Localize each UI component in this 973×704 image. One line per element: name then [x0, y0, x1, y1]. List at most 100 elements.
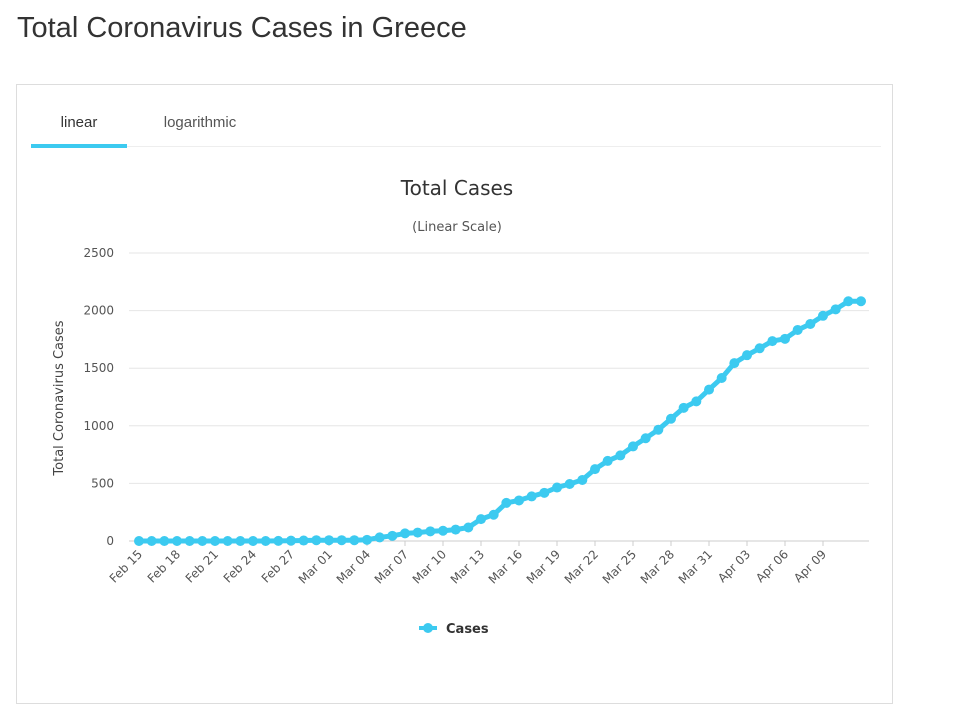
series-points	[134, 296, 866, 546]
data-point[interactable]	[273, 535, 284, 546]
data-point[interactable]	[577, 474, 588, 485]
data-point[interactable]	[514, 495, 524, 506]
x-tick-label: Mar 16	[486, 547, 525, 586]
x-tick-label: Mar 13	[448, 547, 487, 586]
data-point[interactable]	[780, 333, 790, 344]
data-point[interactable]	[387, 530, 398, 541]
x-tick-label: Apr 06	[753, 547, 791, 585]
data-point[interactable]	[298, 535, 309, 546]
data-point[interactable]	[830, 304, 841, 315]
data-point[interactable]	[564, 478, 575, 489]
data-point[interactable]	[146, 536, 157, 546]
y-axis-ticks: 0 500 1000 1500 2000 2500	[83, 246, 114, 548]
x-tick-label: Feb 21	[183, 547, 221, 585]
data-point[interactable]	[400, 528, 410, 539]
x-tick-label: Apr 03	[715, 547, 753, 585]
y-tick-label: 500	[91, 476, 114, 490]
data-point[interactable]	[792, 324, 803, 335]
x-tick-label: Mar 28	[638, 547, 677, 586]
data-point[interactable]	[349, 535, 360, 546]
x-tick-label: Mar 31	[676, 547, 715, 586]
data-point[interactable]	[324, 535, 334, 546]
data-point[interactable]	[691, 396, 702, 407]
x-tick-label: Apr 09	[791, 547, 829, 585]
data-point[interactable]	[704, 384, 714, 395]
tab-linear[interactable]: linear	[31, 85, 127, 148]
data-point[interactable]	[463, 522, 474, 533]
data-point[interactable]	[197, 536, 208, 546]
data-point[interactable]	[856, 296, 866, 307]
data-point[interactable]	[248, 536, 258, 546]
data-point[interactable]	[412, 527, 423, 538]
x-tick-label: Feb 24	[221, 547, 259, 585]
data-point[interactable]	[450, 524, 461, 535]
data-point[interactable]	[286, 535, 296, 546]
x-tick-label: Feb 15	[107, 547, 145, 585]
data-point[interactable]	[767, 336, 778, 347]
series-line-cases	[139, 298, 861, 544]
x-tick-label: Mar 07	[372, 547, 411, 586]
data-point[interactable]	[666, 413, 676, 424]
data-point[interactable]	[843, 296, 854, 307]
legend-label-cases[interactable]: Cases	[446, 622, 489, 637]
data-point[interactable]	[716, 372, 727, 383]
data-point[interactable]	[184, 536, 195, 546]
data-point[interactable]	[134, 536, 144, 546]
y-tick-label: 0	[106, 534, 114, 548]
y-tick-label: 1500	[83, 361, 114, 375]
tab-logarithmic[interactable]: logarithmic	[163, 114, 237, 131]
data-point[interactable]	[754, 343, 765, 354]
x-tick-label: Mar 22	[562, 547, 601, 586]
legend[interactable]: Cases	[419, 622, 489, 637]
data-point[interactable]	[222, 536, 233, 546]
data-point[interactable]	[818, 310, 828, 321]
y-tick-label: 2500	[83, 246, 114, 260]
data-point[interactable]	[615, 450, 626, 461]
data-point[interactable]	[539, 487, 550, 498]
data-point[interactable]	[653, 424, 664, 435]
chart: Total Cases (Linear Scale) 0 500 1000 1500 2…	[52, 176, 869, 637]
data-point[interactable]	[374, 532, 385, 543]
x-tick-label: Mar 10	[410, 547, 449, 586]
data-point[interactable]	[501, 497, 512, 508]
scale-tabs: linear logarithmic	[31, 85, 881, 148]
page-title: Total Coronavirus Cases in Greece	[17, 12, 467, 44]
x-tick-label: Mar 19	[524, 547, 563, 586]
data-point[interactable]	[628, 441, 638, 452]
data-point[interactable]	[260, 536, 271, 546]
data-point[interactable]	[425, 526, 436, 537]
data-point[interactable]	[476, 514, 486, 525]
y-axis-title: Total Coronavirus Cases	[52, 320, 67, 476]
data-point[interactable]	[742, 350, 752, 361]
data-point[interactable]	[552, 482, 562, 493]
grid-lines	[129, 252, 869, 484]
data-point[interactable]	[438, 525, 448, 536]
data-point[interactable]	[488, 509, 499, 520]
data-point[interactable]	[159, 536, 170, 546]
legend-marker	[423, 623, 433, 633]
data-point[interactable]	[336, 535, 347, 546]
data-point[interactable]	[362, 534, 372, 545]
x-tick-label: Mar 25	[600, 547, 639, 586]
data-point[interactable]	[805, 318, 816, 329]
chart-title: Total Cases	[400, 176, 513, 200]
data-point[interactable]	[729, 358, 740, 369]
data-point[interactable]	[678, 402, 689, 413]
x-tick-label: Feb 18	[145, 547, 183, 585]
x-tick-label: Mar 04	[334, 547, 373, 586]
data-point[interactable]	[640, 433, 651, 444]
data-point[interactable]	[526, 491, 537, 502]
data-point[interactable]	[590, 464, 600, 475]
data-point[interactable]	[172, 536, 182, 546]
chart-subtitle: (Linear Scale)	[412, 220, 502, 235]
data-point[interactable]	[602, 455, 613, 466]
data-point[interactable]	[210, 536, 220, 546]
x-tick-label: Mar 01	[296, 547, 335, 586]
y-tick-label: 2000	[83, 304, 114, 318]
data-point[interactable]	[311, 535, 322, 546]
data-point[interactable]	[235, 536, 246, 546]
x-tick-label: Feb 27	[259, 547, 297, 585]
chart-panel: linear logarithmic Total Cases (Linear S…	[16, 84, 893, 704]
y-tick-label: 1000	[83, 419, 114, 433]
